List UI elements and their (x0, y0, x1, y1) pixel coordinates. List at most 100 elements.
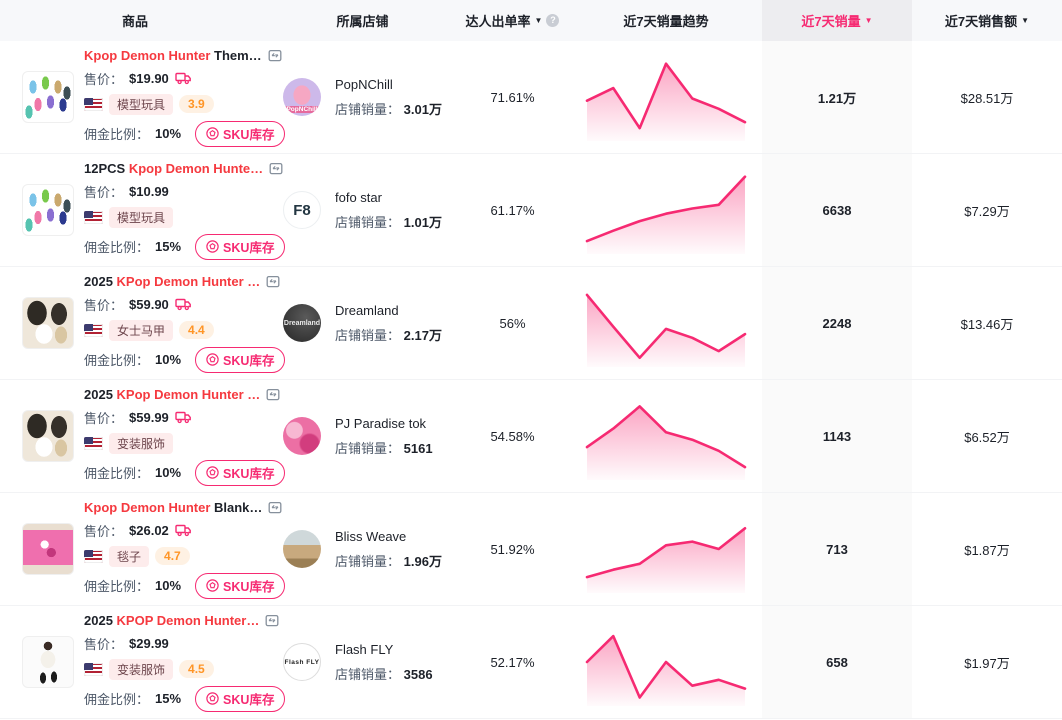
commission-label: 佣金比例： (84, 466, 150, 481)
column-header-label: 商品 (121, 14, 148, 29)
price-value: $29.99 (129, 635, 169, 651)
rating-badge: 3.9 (179, 95, 214, 113)
sales-7d-cell: 6638 (762, 154, 912, 266)
sales-7d-cell: 2248 (762, 267, 912, 379)
shop-sales: 店铺销量： 1.01万 (335, 212, 442, 231)
shop-name[interactable]: PJ Paradise tok (335, 415, 427, 431)
free-shipping-truck-icon (175, 524, 191, 537)
price-line: 售价： $59.99 (84, 408, 285, 427)
tags-line: 变装服饰 (84, 432, 285, 454)
product-title[interactable]: Kpop Demon Hunter Blank… (84, 500, 285, 515)
product-thumbnail[interactable] (22, 523, 74, 575)
find-similar-icon[interactable] (268, 48, 282, 62)
rating-badge: 4.7 (155, 547, 190, 565)
sku-stock-label: SKU库存 (223, 692, 275, 707)
shop-name[interactable]: PopNChill (335, 76, 393, 92)
product-cell: 2025 KPop Demon Hunter … 售价： $59.99 (0, 380, 286, 492)
shop-avatar[interactable] (283, 530, 321, 568)
free-shipping-truck-icon (175, 411, 191, 424)
table-row: Kpop Demon Hunter Them… 售价： $19.90 (0, 41, 1062, 154)
table-row: 2025 KPop Demon Hunter … 售价： $59.90 (0, 267, 1062, 380)
price-value: $59.90 (129, 296, 169, 312)
shop-name[interactable]: fofo star (335, 189, 382, 205)
column-header-label: 近7天销售额 (944, 14, 1018, 29)
product-thumbnail[interactable] (22, 410, 74, 462)
price-value: $19.90 (129, 70, 169, 86)
product-thumbnail[interactable] (22, 297, 74, 349)
shop-meta: PJ Paradise tok 店铺销量： 5161 (335, 416, 433, 457)
table-row: Kpop Demon Hunter Blank… 售价： $26.02 (0, 493, 1062, 606)
commission-label: 佣金比例： (84, 692, 150, 707)
column-header-label: 近7天销量趋势 (623, 14, 709, 29)
shop-avatar[interactable]: Flash FLY (283, 643, 321, 681)
us-flag-icon (84, 436, 103, 450)
shop-sales: 店铺销量： 3.01万 (335, 99, 442, 118)
product-title-text: 2025 KPOP Demon Hunter… (84, 612, 260, 628)
creator-order-rate-cell: 56% (499, 315, 526, 331)
sku-stock-button[interactable]: SKU库存 (195, 120, 286, 147)
info-icon[interactable]: ? (546, 14, 560, 27)
find-similar-icon[interactable] (265, 613, 279, 627)
trend-sparkline (585, 293, 747, 367)
sku-stock-button[interactable]: SKU库存 (195, 572, 286, 599)
column-header-trend: 近7天销量趋势 ▼ ? (570, 0, 762, 41)
commission-label: 佣金比例： (84, 127, 150, 142)
trend-sparkline (585, 634, 747, 706)
shop-sales-value: 5161 (403, 440, 433, 456)
shop-sales-value: 3.01万 (403, 101, 442, 117)
product-thumbnail[interactable] (22, 184, 74, 236)
product-title-text: 2025 KPop Demon Hunter … (84, 273, 261, 289)
category-tag: 女士马甲 (109, 319, 174, 341)
product-thumbnail[interactable] (22, 71, 74, 123)
category-tag: 模型玩具 (109, 93, 174, 115)
commission-label: 佣金比例： (84, 240, 150, 255)
product-info: 2025 KPop Demon Hunter … 售价： $59.99 (84, 387, 286, 486)
find-similar-icon[interactable] (266, 387, 280, 401)
product-title[interactable]: 12PCS Kpop Demon Hunte… (84, 161, 285, 176)
creator-order-rate-cell: 61.17% (490, 202, 535, 218)
commission-line: 佣金比例： 15% SKU库存 (84, 233, 286, 260)
us-flag-icon (84, 97, 103, 111)
creator-order-rate-cell: 71.61% (490, 89, 535, 105)
product-cell: Kpop Demon Hunter Blank… 售价： $26.02 (0, 493, 286, 605)
column-header-rate[interactable]: 达人出单率 ▼ ? (455, 0, 570, 41)
sku-stock-button[interactable]: SKU库存 (195, 233, 286, 260)
product-title[interactable]: 2025 KPop Demon Hunter … (84, 387, 285, 402)
product-thumbnail[interactable] (22, 636, 74, 688)
find-similar-icon[interactable] (266, 274, 280, 288)
find-similar-icon[interactable] (269, 161, 283, 175)
commission-line: 佣金比例： 10% SKU库存 (84, 346, 286, 373)
find-similar-icon[interactable] (268, 500, 282, 514)
trend-sparkline (585, 526, 747, 593)
shop-meta: PopNChill 店铺销量： 3.01万 (335, 77, 442, 118)
category-tag: 变装服饰 (109, 658, 174, 680)
revenue-7d-cell: $1.87万 (964, 542, 1010, 558)
shop-avatar[interactable] (283, 417, 321, 455)
column-header-sales[interactable]: 近7天销量 ▼ ? (762, 0, 912, 41)
shop-name[interactable]: Dreamland (335, 302, 399, 318)
sku-stock-button[interactable]: SKU库存 (195, 459, 286, 486)
sku-stock-button[interactable]: SKU库存 (195, 346, 286, 373)
product-info: Kpop Demon Hunter Them… 售价： $19.90 (84, 48, 286, 147)
revenue-7d-cell: $6.52万 (964, 429, 1010, 445)
shop-avatar[interactable]: PopNChill (283, 78, 321, 116)
product-title[interactable]: Kpop Demon Hunter Them… (84, 48, 285, 63)
shop-meta: Flash FLY 店铺销量： 3586 (335, 642, 433, 683)
creator-order-rate-cell: 54.58% (490, 428, 535, 444)
shop-name[interactable]: Flash FLY (335, 641, 394, 657)
shop-name[interactable]: Bliss Weave (335, 528, 407, 544)
sales-7d-cell: 713 (762, 493, 912, 605)
trend-sparkline (585, 175, 747, 254)
commission-line: 佣金比例： 10% SKU库存 (84, 120, 286, 147)
shop-sales: 店铺销量： 1.96万 (335, 551, 442, 570)
sku-stock-label: SKU库存 (223, 353, 275, 368)
shop-avatar[interactable]: F8 (283, 191, 321, 229)
shop-avatar[interactable]: Dreamland (283, 304, 321, 342)
tag-icon (206, 126, 219, 140)
sku-stock-button[interactable]: SKU库存 (195, 685, 286, 712)
product-title[interactable]: 2025 KPOP Demon Hunter… (84, 613, 285, 628)
column-header-label: 达人出单率 (465, 14, 531, 29)
shop-sales: 店铺销量： 3586 (335, 664, 433, 683)
column-header-amount[interactable]: 近7天销售额 ▼ ? (912, 0, 1062, 41)
product-title[interactable]: 2025 KPop Demon Hunter … (84, 274, 285, 289)
